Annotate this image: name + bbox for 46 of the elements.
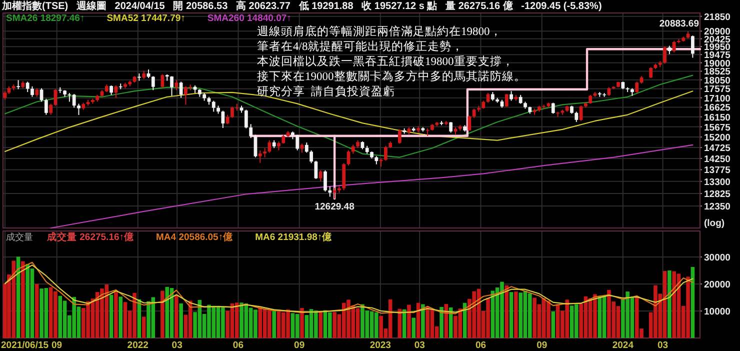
y-tick-label: 14725 [704,143,732,154]
y-tick-label: 17100 [704,93,730,104]
chart-title: 加權指數(TSE) 週線圖 2024/04/15 開 20586.53 高 20623.77 低 19291.88 收 19527.12 s 點 量 26275.16 億 -1209.45 (-5.83%) [1,0,602,12]
x-tick-label: 03 [414,340,425,351]
x-tick-label: 06 [232,340,244,351]
x-tick-label: 09 [52,340,62,351]
annotation: 20883.69 [659,18,699,30]
y-axis-title: (log) [704,218,725,229]
annotation: 筆者在4/8就提醒可能出現的修正走勢， [257,40,464,53]
y-tick-label: 20000 [704,279,730,290]
y-tick-label: 10000 [704,306,730,318]
annotation: 研究分享 請自負投資盈虧 [257,84,395,98]
annotation: 本波回檔以及跌一黑吞五紅摜破19800重要支撐， [257,55,514,68]
x-tick-label: 03 [658,340,668,351]
y-tick-label: 14250 [704,154,730,165]
annotation: 接下來在19000整數關卡為多方中多的馬其諾防線。 [257,69,526,83]
x-tick-label: 2022 [127,340,148,351]
annotation: 12629.48 [314,202,354,213]
text: MA6 21931.98↑億 [255,231,334,243]
x-tick-label: 09 [536,340,548,351]
chart-title: 成交量 [6,232,33,242]
x-tick-label: 2021/06/15 [1,340,50,351]
y-tick-label: 18525 [704,66,732,78]
x-tick-label: 09 [294,340,305,351]
y-tick-label: 18050 [704,75,730,86]
text: MA4 20586.05↑億 [156,231,234,243]
y-tick-label: 17575 [704,84,732,96]
annotation: 週線頭肩底的等幅測距兩倍滿足點約在19800， [257,24,502,38]
y-tick-label: 16625 [704,102,732,114]
y-tick-label: 13300 [704,176,730,188]
y-tick-label: 12350 [704,202,730,213]
y-tick-label: 15675 [704,122,732,134]
text: SMA52 17447.79↑ [106,13,186,24]
text: 成交量 26275.16↑億 [46,231,136,243]
y-tick-label: 13775 [704,165,732,176]
text: SMA26 18297.46↑ [6,13,85,24]
x-tick-label: 03 [172,340,182,351]
x-tick-label: 2023 [370,340,391,351]
y-tick-label: 21850 [704,12,730,23]
text: SMA260 14840.07↑ [207,13,292,24]
x-tick-label: 2024 [612,340,634,351]
y-tick-label: 30000 [704,252,730,264]
x-tick-label: 06 [475,340,486,351]
y-tick-label: 12825 [704,188,732,200]
y-tick-label: 16150 [704,112,730,124]
y-tick-label: 15200 [704,132,730,144]
